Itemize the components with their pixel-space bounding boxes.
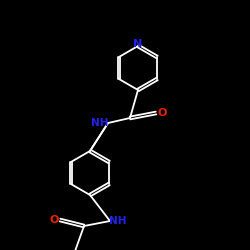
Text: N: N — [134, 39, 142, 49]
Text: NH: NH — [91, 118, 109, 128]
Text: O: O — [157, 108, 167, 118]
Text: O: O — [49, 215, 59, 225]
Text: NH: NH — [109, 216, 127, 226]
